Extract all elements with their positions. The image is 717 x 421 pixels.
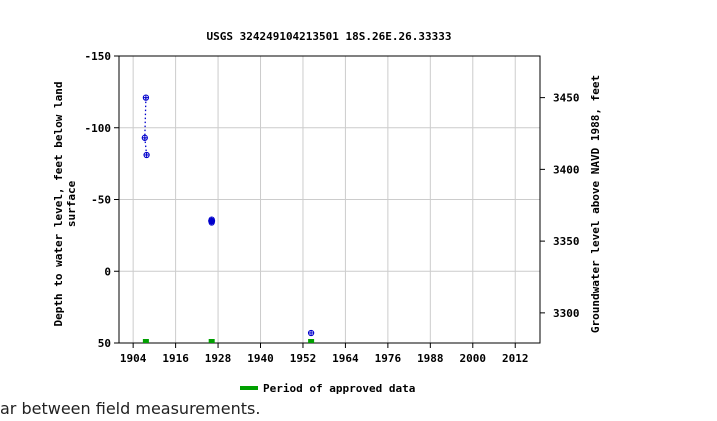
footer-note: ar between field measurements.	[0, 399, 261, 418]
groundwater-chart: USGS 324249104213501 18S.26E.26.33333 19…	[52, 30, 602, 395]
y-right-tick-label: 3350	[553, 235, 580, 248]
x-tick-label: 1964	[332, 352, 359, 365]
legend: Period of approved data	[240, 382, 415, 395]
x-tick-label: 2012	[502, 352, 529, 365]
y-axis-left-label-line1: Depth to water level, feet below land	[52, 81, 65, 326]
x-tick-label: 1940	[247, 352, 274, 365]
y-axis-right: 3450 3400 3350 3300	[540, 92, 580, 320]
x-tick-label: 1916	[162, 352, 189, 365]
grid-lines	[119, 55, 540, 344]
chart-title: USGS 324249104213501 18S.26E.26.33333	[206, 30, 451, 43]
y-left-tick-label: 50	[98, 337, 111, 350]
x-tick-label: 1904	[120, 352, 147, 365]
y-right-tick-label: 3400	[553, 163, 580, 176]
x-tick-label: 1976	[375, 352, 402, 365]
y-axis-right-label: Groundwater level above NAVD 1988, feet	[589, 75, 602, 333]
data-series	[141, 94, 315, 337]
y-right-tick-label: 3300	[553, 307, 580, 320]
approved-period-bar	[142, 339, 149, 343]
y-left-tick-label: -150	[85, 50, 112, 63]
x-tick-label: 2000	[460, 352, 487, 365]
x-axis: 1904 1916 1928 1940 1952 1964 1976 1988 2000 2012	[120, 343, 529, 365]
approved-period-bars	[142, 339, 315, 343]
y-axis-left: -150 -100 -50 0 50	[85, 50, 119, 350]
series-line	[144, 97, 148, 156]
legend-label: Period of approved data	[263, 382, 415, 395]
approved-period-bar	[308, 339, 315, 343]
y-left-tick-label: 0	[104, 265, 111, 278]
x-tick-label: 1952	[290, 352, 317, 365]
x-tick-label: 1988	[417, 352, 444, 365]
approved-period-bar	[208, 339, 215, 343]
y-left-tick-label: -50	[91, 194, 111, 207]
y-right-tick-label: 3450	[553, 92, 580, 105]
legend-swatch	[240, 386, 258, 390]
y-left-tick-label: -100	[85, 122, 112, 135]
x-tick-label: 1928	[205, 352, 232, 365]
y-axis-left-label-line2: surface	[65, 180, 78, 227]
